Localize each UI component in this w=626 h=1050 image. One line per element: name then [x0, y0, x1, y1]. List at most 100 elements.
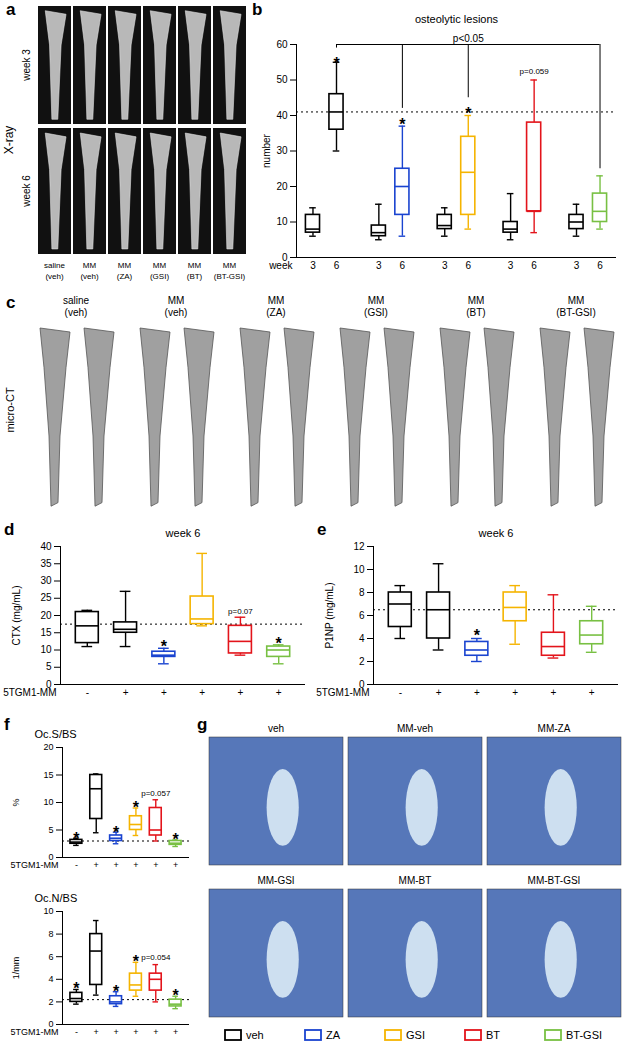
svg-text:MM: MM — [83, 261, 97, 270]
svg-text:5TGM1-MM: 5TGM1-MM — [11, 1027, 59, 1037]
svg-text:(ZA): (ZA) — [117, 272, 133, 281]
svg-text:15: 15 — [40, 627, 52, 638]
svg-text:p=0.07: p=0.07 — [228, 607, 253, 616]
svg-text:MM: MM — [168, 295, 185, 306]
svg-text:%: % — [11, 798, 21, 806]
svg-text:(veh): (veh) — [45, 272, 64, 281]
svg-text:*: * — [113, 824, 120, 841]
svg-text:a: a — [6, 0, 16, 19]
svg-text:osteolytic lesions: osteolytic lesions — [415, 13, 499, 25]
svg-text:+: + — [199, 687, 205, 698]
svg-text:+: + — [161, 687, 167, 698]
svg-text:MM: MM — [468, 295, 485, 306]
svg-text:10: 10 — [43, 797, 53, 807]
svg-text:MM: MM — [118, 261, 132, 270]
svg-text:6: 6 — [400, 260, 406, 271]
svg-text:veh: veh — [268, 723, 284, 734]
svg-text:+: + — [589, 687, 595, 698]
svg-text:+: + — [133, 860, 138, 870]
svg-text:+: + — [512, 687, 518, 698]
svg-text:(veh): (veh) — [80, 272, 99, 281]
svg-text:4: 4 — [359, 633, 365, 644]
svg-text:-: - — [86, 687, 89, 698]
svg-text:Oc.S/BS: Oc.S/BS — [35, 728, 77, 740]
svg-text:*: * — [333, 55, 340, 72]
svg-text:*: * — [465, 105, 472, 122]
svg-text:*: * — [73, 980, 80, 997]
svg-text:+: + — [153, 1027, 158, 1037]
svg-text:MM-BT-GSI: MM-BT-GSI — [528, 875, 581, 886]
svg-text:*: * — [172, 987, 179, 1004]
svg-text:1/mm: 1/mm — [11, 957, 21, 980]
svg-text:c: c — [6, 293, 15, 312]
svg-text:6: 6 — [531, 260, 537, 271]
svg-text:MM: MM — [223, 261, 237, 270]
svg-text:5TGM1-MM: 5TGM1-MM — [11, 860, 59, 870]
svg-text:+: + — [153, 860, 158, 870]
svg-text:+: + — [94, 1027, 99, 1037]
svg-text:-: - — [75, 1027, 78, 1037]
svg-text:*: * — [161, 638, 168, 655]
svg-text:20: 20 — [43, 742, 53, 752]
svg-text:40: 40 — [276, 110, 288, 121]
svg-text:20: 20 — [276, 181, 288, 192]
svg-text:(GSI): (GSI) — [150, 272, 169, 281]
svg-text:*: * — [113, 983, 120, 1000]
svg-text:3: 3 — [442, 260, 448, 271]
svg-text:P1NP (mg/mL): P1NP (mg/mL) — [324, 583, 335, 649]
svg-text:10: 10 — [353, 564, 365, 575]
svg-text:saline: saline — [63, 295, 90, 306]
svg-text:50: 50 — [276, 74, 288, 85]
svg-text:6: 6 — [359, 610, 365, 621]
svg-text:week: week — [268, 260, 293, 271]
svg-text:+: + — [123, 687, 129, 698]
svg-text:p=0.057: p=0.057 — [141, 789, 171, 798]
svg-text:3: 3 — [310, 260, 316, 271]
svg-text:MM: MM — [268, 295, 285, 306]
svg-text:+: + — [474, 687, 480, 698]
svg-text:CTX (mg/mL): CTX (mg/mL) — [11, 586, 22, 646]
svg-text:BT-GSI: BT-GSI — [566, 1029, 602, 1041]
svg-text:MM: MM — [153, 261, 167, 270]
svg-text:(BT-GSI): (BT-GSI) — [214, 272, 246, 281]
svg-text:*: * — [474, 627, 481, 644]
svg-text:2: 2 — [359, 656, 365, 667]
svg-text:30: 30 — [40, 575, 52, 586]
svg-text:+: + — [94, 860, 99, 870]
svg-text:(BT-GSI): (BT-GSI) — [556, 307, 595, 318]
svg-text:5: 5 — [46, 661, 52, 672]
svg-text:*: * — [276, 634, 283, 651]
svg-text:GSI: GSI — [406, 1029, 425, 1041]
svg-text:+: + — [173, 1027, 178, 1037]
svg-text:6: 6 — [48, 952, 53, 962]
svg-text:MM-BT: MM-BT — [399, 875, 432, 886]
svg-text:*: * — [73, 830, 80, 847]
svg-text:(GSI): (GSI) — [364, 307, 388, 318]
svg-text:BT: BT — [486, 1029, 500, 1041]
svg-text:*: * — [172, 831, 179, 848]
svg-text:g: g — [197, 715, 207, 734]
svg-text:(veh): (veh) — [65, 307, 88, 318]
svg-text:+: + — [551, 687, 557, 698]
svg-text:5TGM1-MM: 5TGM1-MM — [3, 687, 56, 698]
svg-text:MM: MM — [188, 261, 202, 270]
svg-text:ZA: ZA — [326, 1029, 341, 1041]
svg-text:20: 20 — [40, 610, 52, 621]
svg-text:+: + — [133, 1027, 138, 1037]
svg-text:5: 5 — [48, 825, 53, 835]
svg-text:+: + — [276, 687, 282, 698]
svg-text:60: 60 — [276, 39, 288, 50]
svg-text:10: 10 — [43, 906, 53, 916]
svg-text:p=0.059: p=0.059 — [520, 67, 550, 76]
svg-text:Oc.N/BS: Oc.N/BS — [35, 892, 78, 904]
svg-text:MM: MM — [368, 295, 385, 306]
svg-text:(ZA): (ZA) — [266, 307, 285, 318]
svg-text:week 3: week 3 — [21, 49, 32, 82]
svg-text:6: 6 — [597, 260, 603, 271]
svg-text:8: 8 — [359, 587, 365, 598]
svg-text:+: + — [113, 1027, 118, 1037]
svg-text:micro-CT: micro-CT — [4, 387, 16, 432]
svg-text:MM-ZA: MM-ZA — [538, 723, 571, 734]
svg-text:8: 8 — [48, 929, 53, 939]
svg-text:25: 25 — [40, 592, 52, 603]
